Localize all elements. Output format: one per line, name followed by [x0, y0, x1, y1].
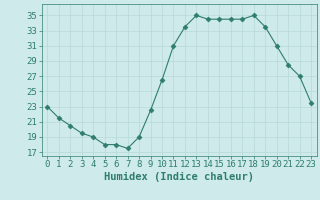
X-axis label: Humidex (Indice chaleur): Humidex (Indice chaleur) — [104, 172, 254, 182]
